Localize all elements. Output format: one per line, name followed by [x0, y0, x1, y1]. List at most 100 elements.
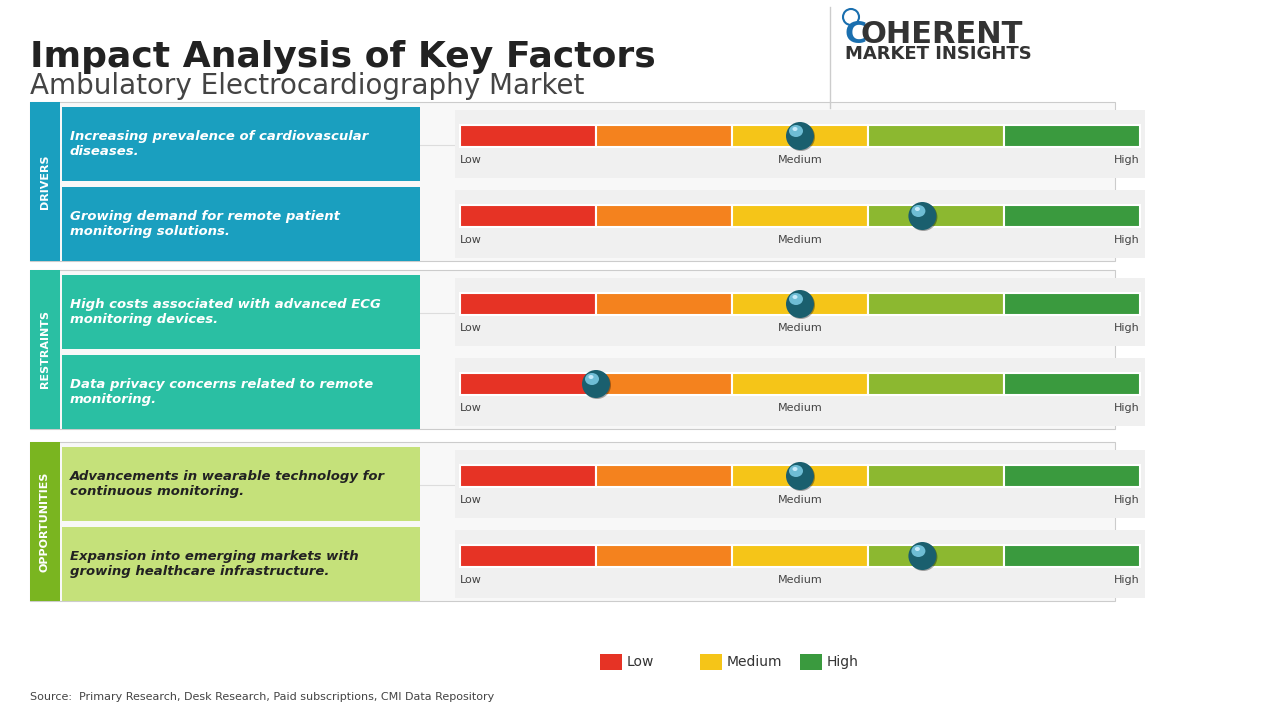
- Text: RESTRAINTS: RESTRAINTS: [40, 310, 50, 389]
- FancyBboxPatch shape: [454, 450, 1146, 518]
- Ellipse shape: [915, 547, 920, 551]
- Ellipse shape: [786, 122, 814, 150]
- Text: MARKET INSIGHTS: MARKET INSIGHTS: [845, 45, 1032, 63]
- FancyBboxPatch shape: [61, 355, 420, 429]
- Text: Low: Low: [460, 235, 481, 245]
- FancyBboxPatch shape: [1004, 125, 1140, 147]
- Text: Low: Low: [460, 323, 481, 333]
- FancyBboxPatch shape: [732, 373, 868, 395]
- FancyBboxPatch shape: [732, 465, 868, 487]
- Text: Medium: Medium: [727, 655, 782, 669]
- Text: High: High: [827, 655, 859, 669]
- Text: High: High: [1115, 155, 1140, 165]
- Text: Medium: Medium: [778, 403, 822, 413]
- Ellipse shape: [909, 202, 937, 230]
- Text: Impact Analysis of Key Factors: Impact Analysis of Key Factors: [29, 40, 655, 74]
- Ellipse shape: [792, 127, 797, 131]
- FancyBboxPatch shape: [868, 373, 1004, 395]
- Text: DRIVERS: DRIVERS: [40, 154, 50, 209]
- FancyBboxPatch shape: [732, 545, 868, 567]
- FancyBboxPatch shape: [596, 545, 732, 567]
- Text: Medium: Medium: [778, 575, 822, 585]
- Ellipse shape: [787, 291, 815, 319]
- Text: High: High: [1115, 575, 1140, 585]
- FancyBboxPatch shape: [61, 187, 420, 261]
- Ellipse shape: [788, 465, 803, 477]
- FancyBboxPatch shape: [868, 293, 1004, 315]
- Ellipse shape: [909, 203, 937, 231]
- FancyBboxPatch shape: [868, 465, 1004, 487]
- FancyBboxPatch shape: [454, 190, 1146, 258]
- Ellipse shape: [909, 543, 937, 571]
- Text: Medium: Medium: [778, 323, 822, 333]
- FancyBboxPatch shape: [29, 102, 1115, 261]
- FancyBboxPatch shape: [1004, 545, 1140, 567]
- FancyBboxPatch shape: [868, 545, 1004, 567]
- Text: Ambulatory Electrocardiography Market: Ambulatory Electrocardiography Market: [29, 72, 585, 100]
- FancyBboxPatch shape: [732, 125, 868, 147]
- FancyBboxPatch shape: [1004, 293, 1140, 315]
- Text: Data privacy concerns related to remote
monitoring.: Data privacy concerns related to remote …: [70, 378, 374, 406]
- Text: OHERENT: OHERENT: [860, 20, 1023, 49]
- FancyBboxPatch shape: [460, 125, 596, 147]
- Ellipse shape: [585, 373, 599, 385]
- FancyBboxPatch shape: [454, 278, 1146, 346]
- FancyBboxPatch shape: [732, 293, 868, 315]
- Ellipse shape: [788, 293, 803, 305]
- Text: Increasing prevalence of cardiovascular
diseases.: Increasing prevalence of cardiovascular …: [70, 130, 369, 158]
- Ellipse shape: [787, 123, 815, 151]
- FancyBboxPatch shape: [460, 465, 596, 487]
- FancyBboxPatch shape: [596, 205, 732, 227]
- Ellipse shape: [909, 542, 937, 570]
- Text: C: C: [845, 20, 868, 49]
- FancyBboxPatch shape: [732, 205, 868, 227]
- Ellipse shape: [786, 462, 814, 490]
- FancyBboxPatch shape: [454, 110, 1146, 178]
- FancyBboxPatch shape: [596, 293, 732, 315]
- Ellipse shape: [787, 463, 815, 491]
- FancyBboxPatch shape: [868, 125, 1004, 147]
- FancyBboxPatch shape: [454, 530, 1146, 598]
- Text: Source:  Primary Research, Desk Research, Paid subscriptions, CMI Data Repositor: Source: Primary Research, Desk Research,…: [29, 692, 494, 702]
- Text: Advancements in wearable technology for
continuous monitoring.: Advancements in wearable technology for …: [70, 470, 385, 498]
- FancyBboxPatch shape: [29, 442, 60, 601]
- Text: High costs associated with advanced ECG
monitoring devices.: High costs associated with advanced ECG …: [70, 298, 381, 326]
- Text: Growing demand for remote patient
monitoring solutions.: Growing demand for remote patient monito…: [70, 210, 340, 238]
- Text: Low: Low: [460, 403, 481, 413]
- FancyBboxPatch shape: [700, 654, 722, 670]
- Ellipse shape: [582, 370, 611, 398]
- Text: OPPORTUNITIES: OPPORTUNITIES: [40, 472, 50, 572]
- FancyBboxPatch shape: [460, 373, 596, 395]
- Text: High: High: [1115, 323, 1140, 333]
- Text: High: High: [1115, 403, 1140, 413]
- FancyBboxPatch shape: [61, 275, 420, 349]
- FancyBboxPatch shape: [460, 205, 596, 227]
- FancyBboxPatch shape: [800, 654, 822, 670]
- Text: Medium: Medium: [778, 155, 822, 165]
- Text: Low: Low: [627, 655, 654, 669]
- FancyBboxPatch shape: [1004, 465, 1140, 487]
- FancyBboxPatch shape: [460, 545, 596, 567]
- FancyBboxPatch shape: [596, 465, 732, 487]
- FancyBboxPatch shape: [29, 270, 60, 429]
- FancyBboxPatch shape: [29, 442, 1115, 601]
- FancyBboxPatch shape: [454, 358, 1146, 426]
- Text: Low: Low: [460, 155, 481, 165]
- Text: Medium: Medium: [778, 235, 822, 245]
- FancyBboxPatch shape: [61, 527, 420, 601]
- FancyBboxPatch shape: [600, 654, 622, 670]
- Ellipse shape: [915, 207, 920, 211]
- Text: Low: Low: [460, 495, 481, 505]
- Ellipse shape: [792, 295, 797, 299]
- FancyBboxPatch shape: [29, 102, 60, 261]
- Ellipse shape: [792, 467, 797, 471]
- FancyBboxPatch shape: [868, 205, 1004, 227]
- Text: Low: Low: [460, 575, 481, 585]
- FancyBboxPatch shape: [1004, 205, 1140, 227]
- Ellipse shape: [786, 290, 814, 318]
- FancyBboxPatch shape: [460, 293, 596, 315]
- Text: Medium: Medium: [778, 495, 822, 505]
- FancyBboxPatch shape: [29, 270, 1115, 429]
- FancyBboxPatch shape: [596, 125, 732, 147]
- FancyBboxPatch shape: [61, 107, 420, 181]
